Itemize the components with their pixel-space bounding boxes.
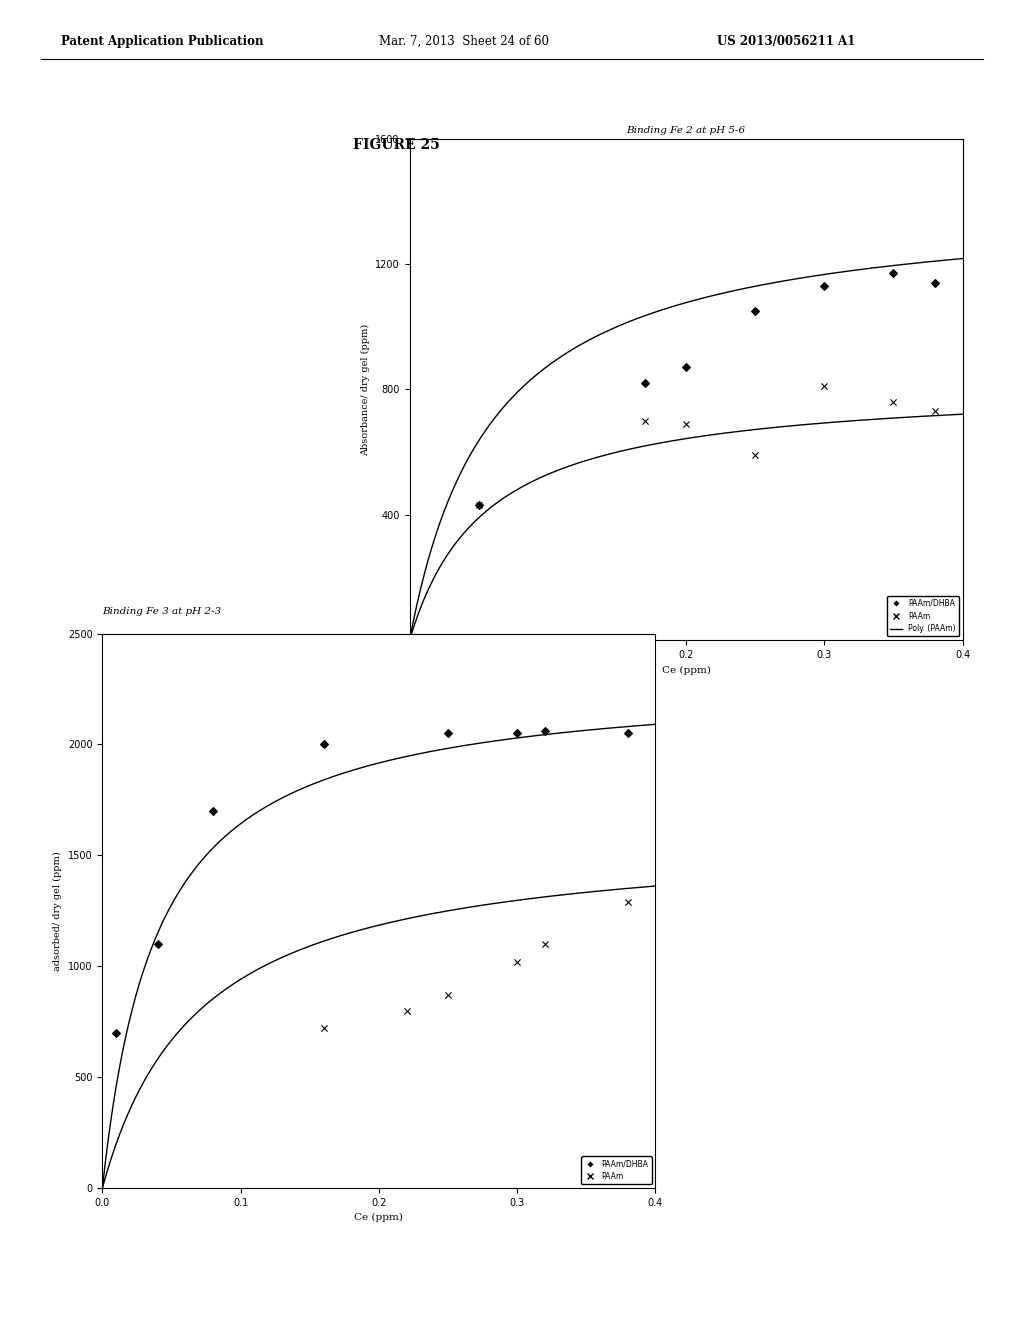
Point: [315, 734, 332, 755]
Point: [748, 445, 764, 466]
Point: [205, 800, 221, 821]
Point: [440, 723, 457, 744]
Point: [885, 263, 902, 284]
Point: [471, 495, 487, 516]
Point: [620, 891, 636, 912]
Point: [315, 1018, 332, 1039]
Point: [509, 952, 525, 973]
X-axis label: Ce (ppm): Ce (ppm): [662, 665, 711, 675]
Point: [471, 495, 487, 516]
Text: US 2013/0056211 A1: US 2013/0056211 A1: [717, 34, 855, 48]
Point: [620, 723, 636, 744]
Text: Mar. 7, 2013  Sheet 24 of 60: Mar. 7, 2013 Sheet 24 of 60: [379, 34, 549, 48]
Point: [816, 276, 833, 297]
Point: [816, 376, 833, 397]
Point: [537, 721, 553, 742]
Point: [637, 411, 653, 432]
Y-axis label: adsorbed/ dry gel (ppm): adsorbed/ dry gel (ppm): [53, 851, 62, 970]
X-axis label: Ce (ppm): Ce (ppm): [354, 1213, 403, 1222]
Text: Binding Fe 3 at pH 2-3: Binding Fe 3 at pH 2-3: [102, 607, 221, 616]
Point: [398, 1001, 415, 1022]
Point: [637, 372, 653, 393]
Point: [927, 272, 943, 293]
Y-axis label: Absorbance/ dry gel (ppm): Absorbance/ dry gel (ppm): [360, 323, 370, 455]
Point: [927, 401, 943, 422]
Text: Patent Application Publication: Patent Application Publication: [61, 34, 264, 48]
Text: FIGURE 25: FIGURE 25: [353, 139, 440, 152]
Title: Binding Fe 2 at pH 5-6: Binding Fe 2 at pH 5-6: [627, 125, 745, 135]
Point: [678, 356, 694, 378]
Point: [885, 391, 902, 412]
Legend: PAAm/DHBA, PAAm, Poly. (PAAm): PAAm/DHBA, PAAm, Poly. (PAAm): [888, 595, 958, 636]
Point: [678, 413, 694, 434]
Point: [537, 933, 553, 954]
Point: [440, 985, 457, 1006]
Point: [109, 1022, 125, 1043]
Legend: PAAm/DHBA, PAAm: PAAm/DHBA, PAAm: [581, 1156, 651, 1184]
Point: [509, 723, 525, 744]
Point: [748, 301, 764, 322]
Point: [150, 933, 166, 954]
